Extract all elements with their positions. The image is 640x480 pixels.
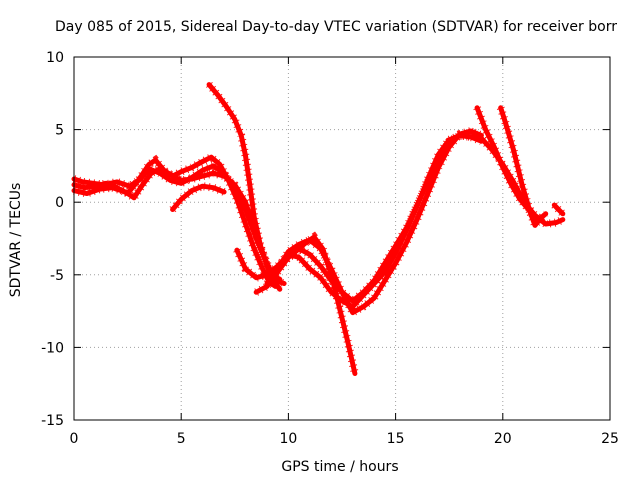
- series-line-trace-i: [277, 234, 358, 376]
- ticks: 0 5 10 15 20 25 -15 -10 -5 0 5 10: [41, 50, 619, 447]
- series-markers-trace-k: [473, 106, 549, 227]
- series-group: [71, 82, 566, 376]
- series-line-trace-j: [468, 128, 566, 227]
- x-tick-label: 10: [279, 431, 297, 447]
- series-line-trace-e: [206, 82, 283, 282]
- series-markers-trace-l: [496, 106, 543, 234]
- y-tick-label: -10: [41, 340, 64, 356]
- series-markers-trace-j: [468, 127, 565, 229]
- y-tick-label: -5: [50, 268, 64, 284]
- x-tick-label: 15: [387, 431, 405, 447]
- plot-frame: [73, 56, 611, 421]
- x-tick-label: 20: [494, 431, 512, 447]
- y-tick-label: -15: [41, 413, 64, 429]
- series-markers-trace-g: [254, 131, 483, 307]
- series-markers-trace-i: [276, 231, 359, 375]
- series-markers-trace-c: [72, 161, 286, 288]
- chart-title: Day 085 of 2015, Sidereal Day-to-day VTE…: [55, 19, 617, 35]
- y-tick-label: 5: [55, 123, 64, 139]
- x-tick-label: 5: [177, 431, 186, 447]
- series-line-trace-k: [474, 105, 549, 224]
- grid: [74, 57, 610, 420]
- series-line-trace-g: [253, 132, 484, 304]
- x-tick-label: 25: [601, 431, 619, 447]
- y-tick-label: 0: [55, 195, 64, 211]
- y-axis-label: SDTVAR / TECUs: [8, 183, 24, 298]
- series-line-trace-d: [170, 183, 227, 212]
- series-markers-trace-e: [206, 82, 282, 283]
- x-tick-label: 0: [70, 431, 79, 447]
- x-axis-label: GPS time / hours: [281, 459, 398, 475]
- series-markers-trace-m: [551, 202, 566, 217]
- y-tick-label: 10: [46, 50, 64, 66]
- series-markers-trace-f: [233, 131, 472, 312]
